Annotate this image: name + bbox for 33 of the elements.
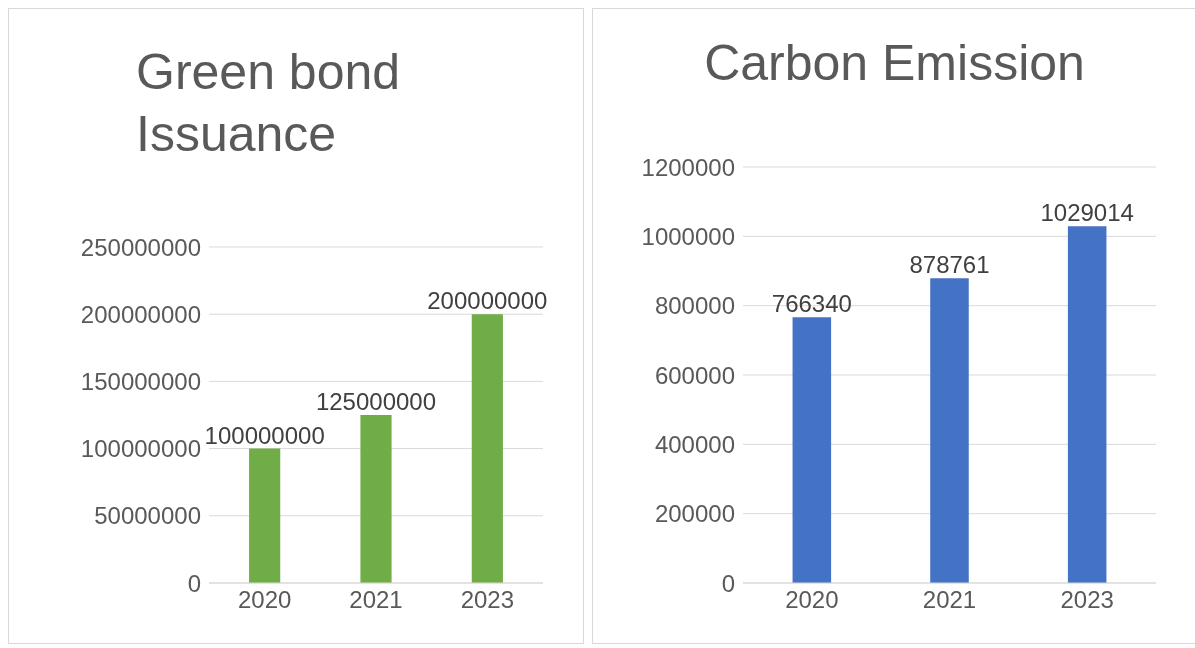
x-tick-label: 2020: [237, 586, 292, 614]
y-tick-label: 800000: [654, 292, 735, 320]
data-label: 200000000: [427, 287, 548, 315]
data-label: 878761: [909, 251, 990, 279]
data-label: 766340: [771, 290, 852, 318]
data-label: 125000000: [315, 388, 437, 415]
x-tick-label: 2021: [922, 586, 977, 614]
bar: [249, 448, 281, 583]
y-tick-label: 100000000: [80, 435, 201, 463]
x-tick-label: 2023: [460, 586, 515, 614]
data-label: 1029014: [1040, 199, 1134, 227]
bar: [792, 317, 832, 583]
y-tick-label: 1200000: [641, 153, 735, 181]
x-tick-label: 2020: [785, 586, 839, 614]
y-tick-label: 250000000: [80, 233, 201, 261]
chart-title: Carbon Emission: [704, 33, 1085, 93]
bar: [360, 415, 392, 583]
data-label: 100000000: [204, 421, 325, 449]
x-tick-label: 2021: [349, 586, 403, 614]
y-tick-label: 150000000: [80, 367, 201, 395]
y-tick-label: 1000000: [641, 222, 735, 250]
y-tick-label: 0: [187, 569, 201, 597]
y-tick-label: 400000: [654, 430, 735, 458]
y-tick-label: 200000: [654, 500, 735, 528]
y-tick-label: 0: [721, 569, 735, 597]
bar: [1067, 226, 1107, 583]
x-tick-label: 2023: [1060, 586, 1114, 614]
y-tick-label: 200000000: [80, 300, 201, 328]
y-tick-label: 600000: [654, 361, 735, 389]
bar: [471, 314, 503, 583]
y-tick-label: 50000000: [94, 502, 201, 530]
bar: [930, 278, 969, 583]
chart-title: Green bond Issuance: [136, 42, 402, 164]
